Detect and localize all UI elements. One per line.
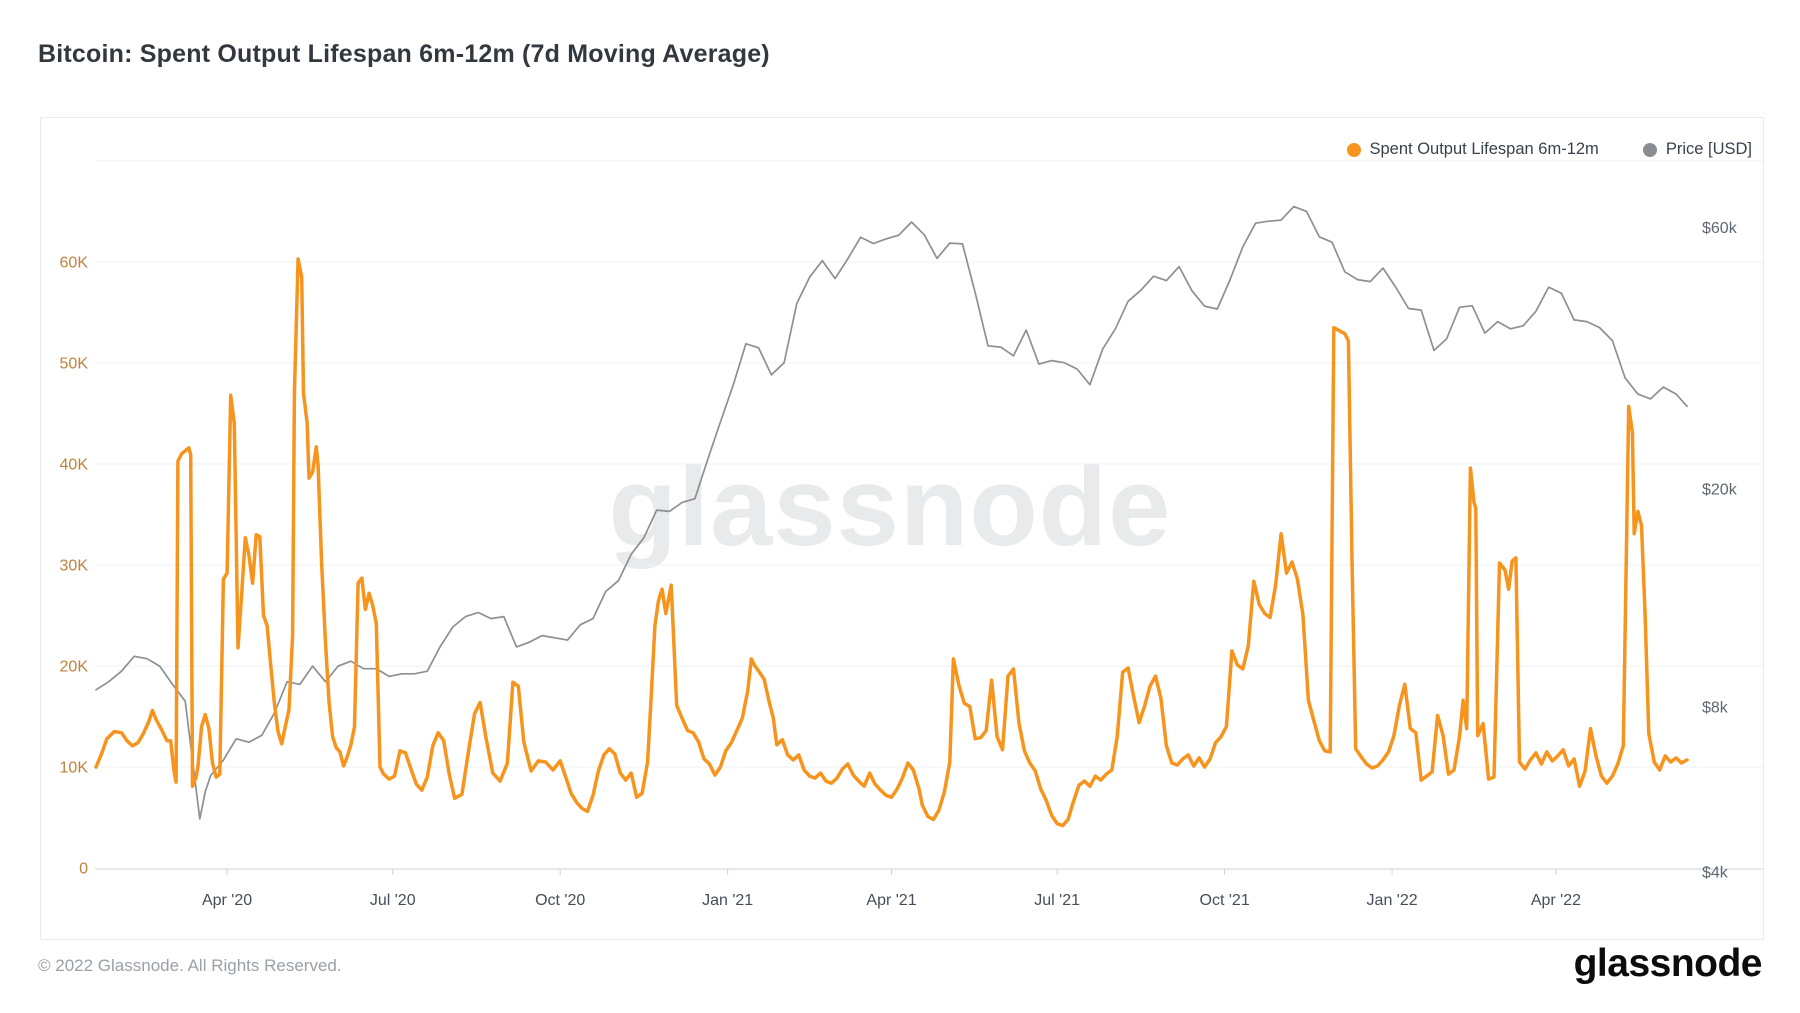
x-tick-label: Jul '21 — [1034, 892, 1080, 909]
left-axis-label: 0 — [79, 861, 88, 878]
x-tick-label: Jan '22 — [1367, 892, 1418, 909]
legend-dot-icon — [1642, 142, 1657, 157]
right-axis-label: $20k — [1702, 481, 1738, 498]
glassnode-watermark: glassnode — [608, 444, 1172, 569]
right-axis-label: $4k — [1702, 865, 1729, 882]
legend-label: Price [USD] — [1665, 140, 1752, 158]
x-tick-label: Jan '21 — [702, 892, 753, 909]
x-tick-label: Oct '21 — [1200, 892, 1250, 909]
footer-copyright: © 2022 Glassnode. All Rights Reserved. — [38, 956, 342, 975]
left-axis-label: 40K — [60, 457, 89, 474]
x-tick-label: Apr '20 — [202, 892, 252, 909]
glassnode-logo: glassnode — [1573, 942, 1763, 985]
right-axis-label: $8k — [1702, 700, 1729, 717]
left-axis-label: 60K — [60, 255, 89, 272]
x-tick-label: Apr '21 — [866, 892, 916, 909]
left-axis-label: 20K — [60, 659, 89, 676]
legend-label: Spent Output Lifespan 6m-12m — [1369, 140, 1599, 158]
legend-item-spent-output-lifespan[interactable]: Spent Output Lifespan 6m-12m — [1346, 140, 1599, 159]
x-tick-label: Apr '22 — [1531, 892, 1581, 909]
price-line — [95, 205, 1688, 820]
left-axis-label: 50K — [60, 356, 89, 373]
right-axis-label: $60k — [1702, 220, 1738, 237]
page-title: Bitcoin: Spent Output Lifespan 6m-12m (7… — [38, 40, 770, 68]
left-axis-label: 10K — [60, 760, 89, 777]
x-tick-label: Jul '20 — [370, 892, 416, 909]
left-axis-label: 30K — [60, 558, 89, 575]
x-tick-label: Oct '20 — [535, 892, 585, 909]
spent-output-lifespan-line — [94, 257, 1689, 828]
legend-item-price-usd[interactable]: Price [USD] — [1642, 140, 1752, 159]
chart-legend: Spent Output Lifespan 6m-12m Price [USD] — [1346, 140, 1752, 159]
legend-dot-icon — [1346, 142, 1361, 157]
